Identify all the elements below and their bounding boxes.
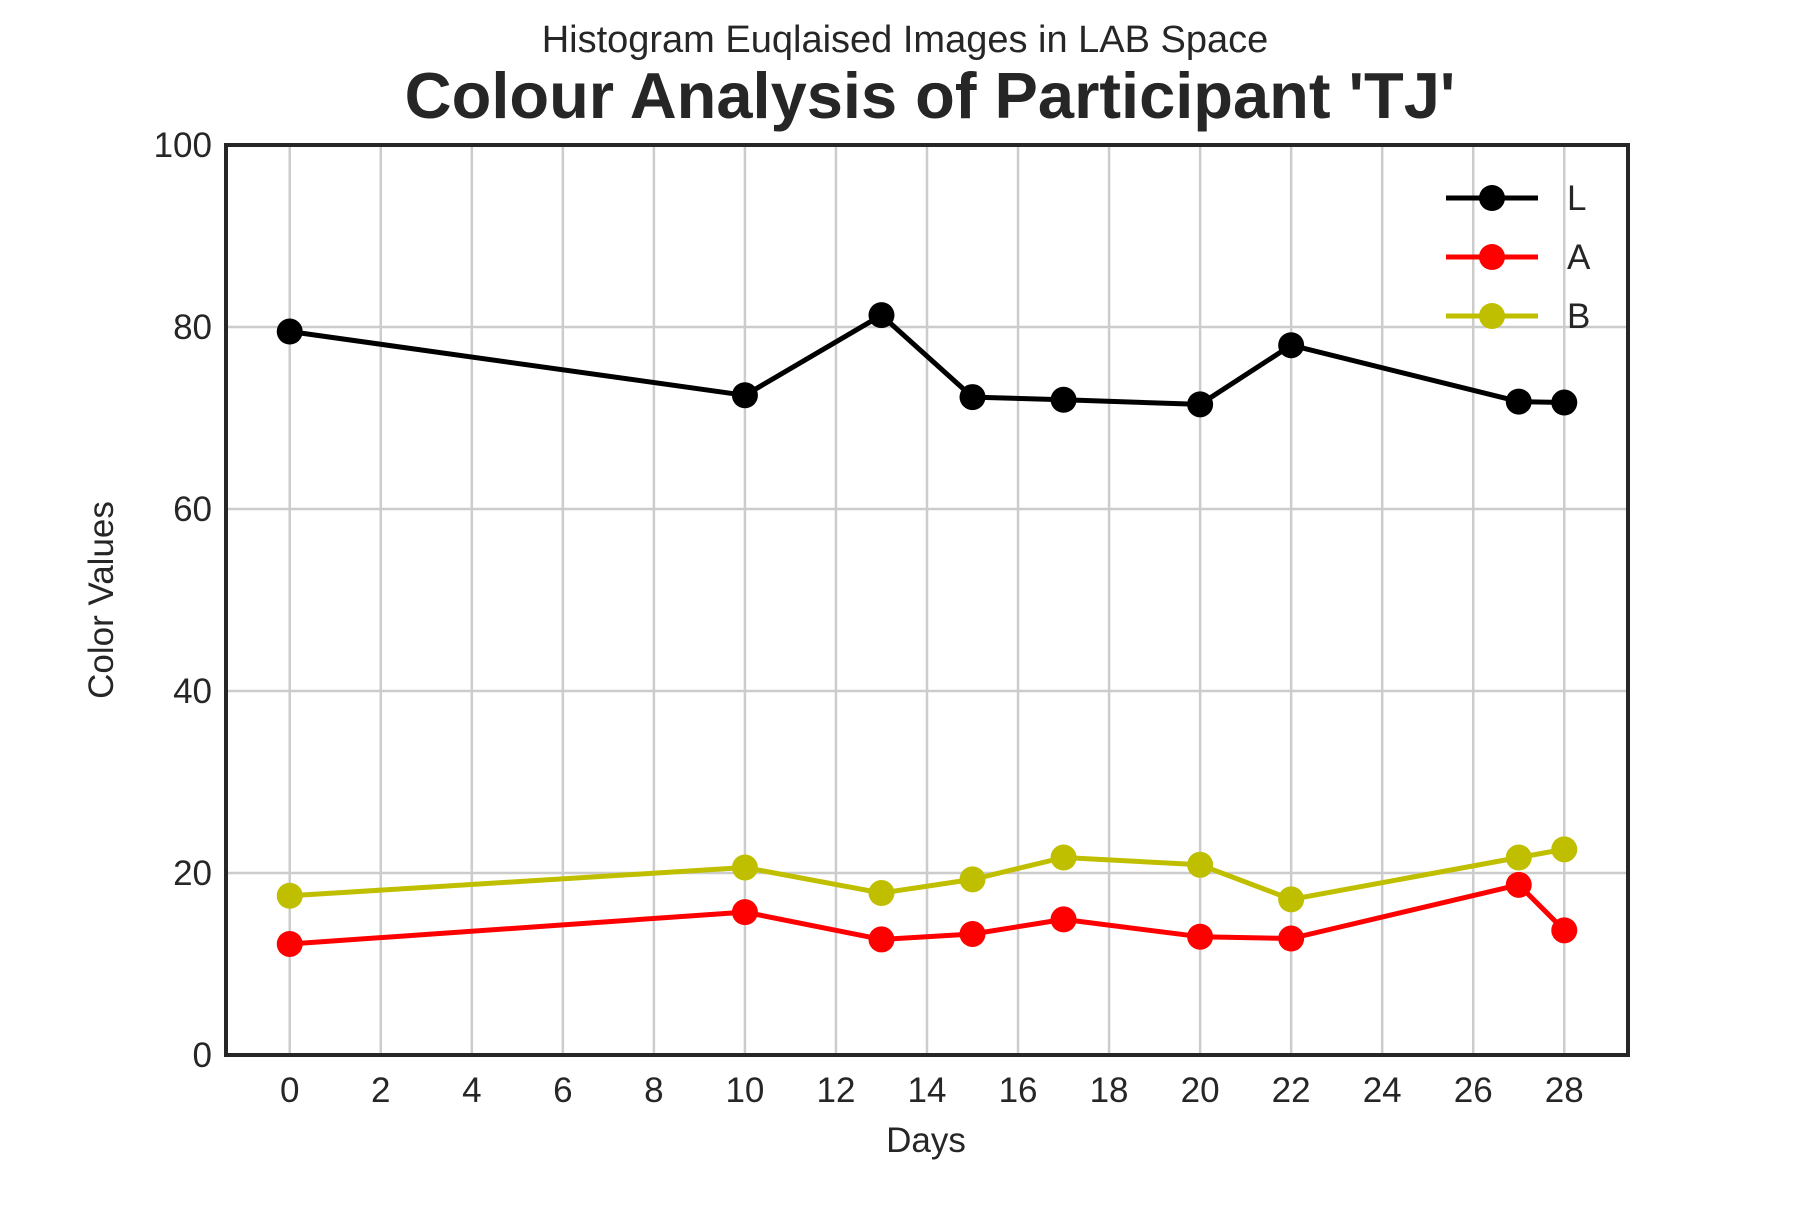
x-tick-label: 20 <box>1181 1071 1220 1110</box>
legend-item-L: L <box>1446 179 1586 218</box>
x-tick-label: 2 <box>371 1071 390 1110</box>
data-point-B <box>868 880 895 907</box>
x-tick-label: 18 <box>1090 1071 1129 1110</box>
data-point-L <box>731 382 758 409</box>
data-point-A <box>1050 906 1077 933</box>
data-point-B <box>1187 851 1214 878</box>
data-point-B <box>1551 836 1578 863</box>
legend-item-B: B <box>1446 297 1590 336</box>
data-point-A <box>276 930 303 957</box>
legend-label-A: A <box>1567 238 1591 277</box>
x-tick-label: 12 <box>816 1071 855 1110</box>
x-tick-label: 8 <box>644 1071 663 1110</box>
grid <box>226 143 1628 1057</box>
x-axis-ticks: 0 2 4 6 8 10 12 14 16 18 20 22 24 26 28 <box>280 1071 1584 1110</box>
data-point-A <box>959 920 986 947</box>
data-point-A <box>731 899 758 926</box>
data-point-A <box>1551 917 1578 944</box>
data-point-A <box>1187 923 1214 950</box>
data-point-A <box>1278 925 1305 952</box>
data-point-L <box>1278 332 1305 359</box>
plot-frame <box>224 143 1630 1057</box>
legend-label-B: B <box>1567 297 1590 336</box>
data-point-L <box>1551 389 1578 416</box>
data-point-L <box>868 302 895 329</box>
y-tick-label: 100 <box>154 126 212 165</box>
data-point-L <box>1187 391 1214 418</box>
legend-item-A: A <box>1446 238 1591 277</box>
x-tick-label: 24 <box>1363 1071 1402 1110</box>
x-tick-label: 14 <box>908 1071 947 1110</box>
data-point-B <box>731 854 758 881</box>
x-tick-label: 10 <box>725 1071 764 1110</box>
y-tick-label: 60 <box>173 490 212 529</box>
y-tick-label: 40 <box>173 672 212 711</box>
x-axis-label: Days <box>886 1121 966 1160</box>
x-tick-label: 4 <box>462 1071 481 1110</box>
y-tick-label: 20 <box>173 854 212 893</box>
data-point-B <box>1050 844 1077 871</box>
series-B <box>276 836 1578 913</box>
legend-marker-A <box>1479 244 1505 270</box>
y-tick-label: 80 <box>173 308 212 347</box>
data-point-L <box>1505 388 1532 415</box>
series-L <box>276 302 1578 418</box>
data-point-A <box>868 926 895 953</box>
legend-marker-B <box>1479 303 1505 329</box>
series-A <box>276 871 1578 957</box>
x-tick-label: 16 <box>999 1071 1038 1110</box>
y-axis-label: Color Values <box>82 501 121 699</box>
x-tick-label: 6 <box>553 1071 572 1110</box>
chart-subtitle: Histogram Euqlaised Images in LAB Space <box>542 19 1269 61</box>
chart-title: Colour Analysis of Participant 'TJ' <box>405 59 1456 132</box>
data-point-B <box>276 882 303 909</box>
x-tick-label: 28 <box>1545 1071 1584 1110</box>
legend: LAB <box>1446 179 1591 336</box>
y-axis-ticks: 0 20 40 60 80 100 <box>154 126 212 1075</box>
data-point-A <box>1505 871 1532 898</box>
data-point-L <box>1050 386 1077 413</box>
data-point-L <box>276 318 303 345</box>
series-layer <box>276 302 1578 957</box>
legend-marker-L <box>1479 185 1505 211</box>
x-tick-label: 26 <box>1454 1071 1493 1110</box>
legend-label-L: L <box>1567 179 1586 218</box>
x-tick-label: 0 <box>280 1071 299 1110</box>
x-tick-label: 22 <box>1272 1071 1311 1110</box>
data-point-B <box>1278 886 1305 913</box>
data-point-B <box>959 866 986 893</box>
data-point-L <box>959 384 986 411</box>
data-point-B <box>1505 844 1532 871</box>
y-tick-label: 0 <box>193 1036 212 1075</box>
